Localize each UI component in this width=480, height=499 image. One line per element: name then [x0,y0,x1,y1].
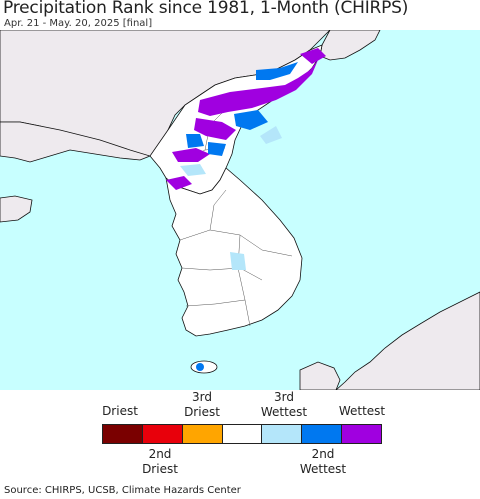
legend-label-3rd-wettest: 3rd Wettest [260,390,308,419]
legend-color-bar [102,424,382,444]
kyushu [299,361,341,390]
legend-label-2nd-driest: 2nd Driest [142,447,178,476]
legend-swatch-2nd-wettest [302,425,343,443]
liaodong [0,121,152,163]
south-korea [165,167,303,337]
legend-swatch-2nd-driest [142,425,183,443]
wettest-areas [166,48,326,190]
legend-swatch-3rd-wettest [262,425,303,443]
legend-swatch-driest [103,425,143,443]
japan [335,291,480,390]
map-subtitle: Apr. 21 - May. 20, 2025 [final] [4,18,153,29]
shandong [0,195,33,223]
second-wettest-areas [186,62,298,371]
legend-label-3rd-driest: 3rd Driest [184,390,220,419]
legend-label-wettest: Wettest [338,404,386,418]
map-title: Precipitation Rank since 1981, 1-Month (… [3,0,409,18]
third-wettest-areas [180,126,282,270]
legend-label-driest: Driest [102,404,138,418]
precipitation-map [0,30,480,390]
legend-swatch-wettest [342,425,382,443]
source-credit: Source: CHIRPS, UCSB, Climate Hazards Ce… [4,485,241,496]
legend-swatch-normal [222,425,263,443]
legend-label-2nd-wettest: 2nd Wettest [299,447,347,476]
legend-swatch-3rd-driest [182,425,223,443]
